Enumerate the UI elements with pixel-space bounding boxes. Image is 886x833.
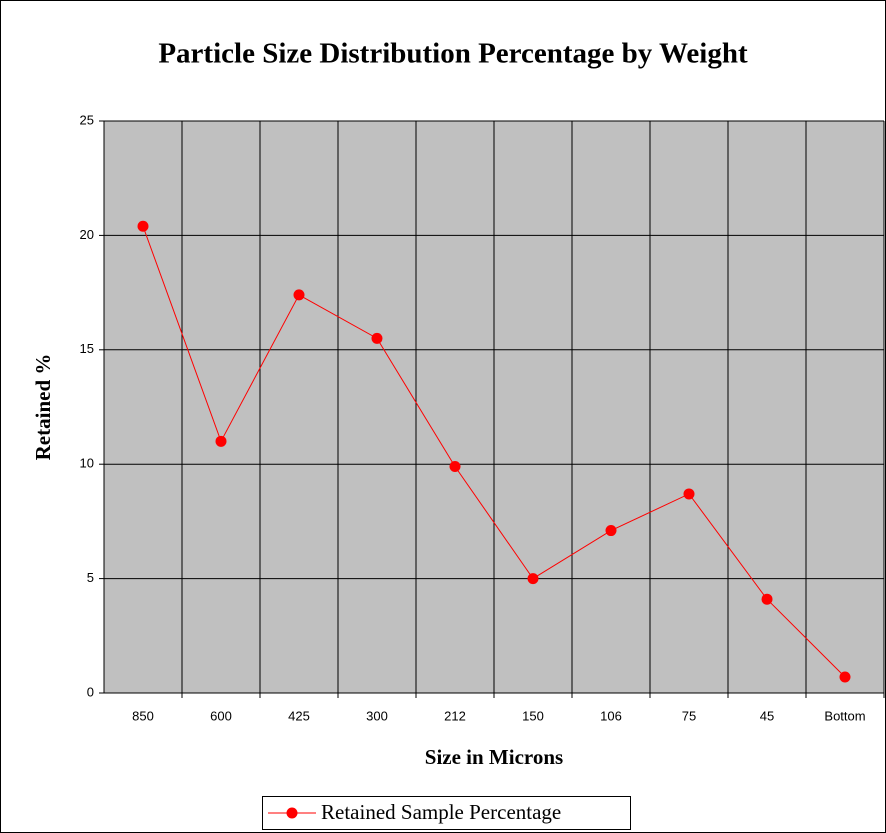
x-tick-label: 300 bbox=[366, 708, 388, 723]
x-tick-label: Bottom bbox=[824, 708, 865, 723]
x-tick-label: 150 bbox=[522, 708, 544, 723]
x-tick-label: 75 bbox=[682, 708, 696, 723]
data-point bbox=[761, 593, 773, 605]
x-axis-label: Size in Microns bbox=[425, 745, 563, 769]
x-tick-label: 850 bbox=[132, 708, 154, 723]
data-point bbox=[371, 332, 383, 344]
x-tick-label: 106 bbox=[600, 708, 622, 723]
y-tick-label: 10 bbox=[80, 456, 94, 471]
data-point bbox=[683, 488, 695, 500]
legend-marker bbox=[286, 807, 298, 819]
data-point bbox=[605, 525, 617, 537]
y-tick-label: 25 bbox=[80, 112, 94, 127]
chart-title: Particle Size Distribution Percentage by… bbox=[158, 38, 748, 70]
y-axis-label: Retained % bbox=[31, 354, 55, 461]
x-tick-label: 212 bbox=[444, 708, 466, 723]
data-point bbox=[839, 671, 851, 683]
data-point bbox=[527, 573, 539, 585]
data-point bbox=[293, 289, 305, 301]
data-point bbox=[137, 220, 149, 232]
y-tick-label: 5 bbox=[87, 570, 94, 585]
x-tick-label: 425 bbox=[288, 708, 310, 723]
series-line bbox=[142, 226, 846, 678]
legend-label: Retained Sample Percentage bbox=[321, 800, 561, 824]
y-tick-label: 15 bbox=[80, 341, 94, 356]
y-tick-label: 0 bbox=[87, 684, 94, 699]
y-tick-label: 20 bbox=[80, 227, 94, 242]
x-tick-label: 45 bbox=[760, 708, 774, 723]
legend bbox=[262, 796, 631, 830]
x-tick-label: 600 bbox=[210, 708, 232, 723]
data-point bbox=[215, 435, 227, 447]
data-point bbox=[449, 460, 461, 472]
